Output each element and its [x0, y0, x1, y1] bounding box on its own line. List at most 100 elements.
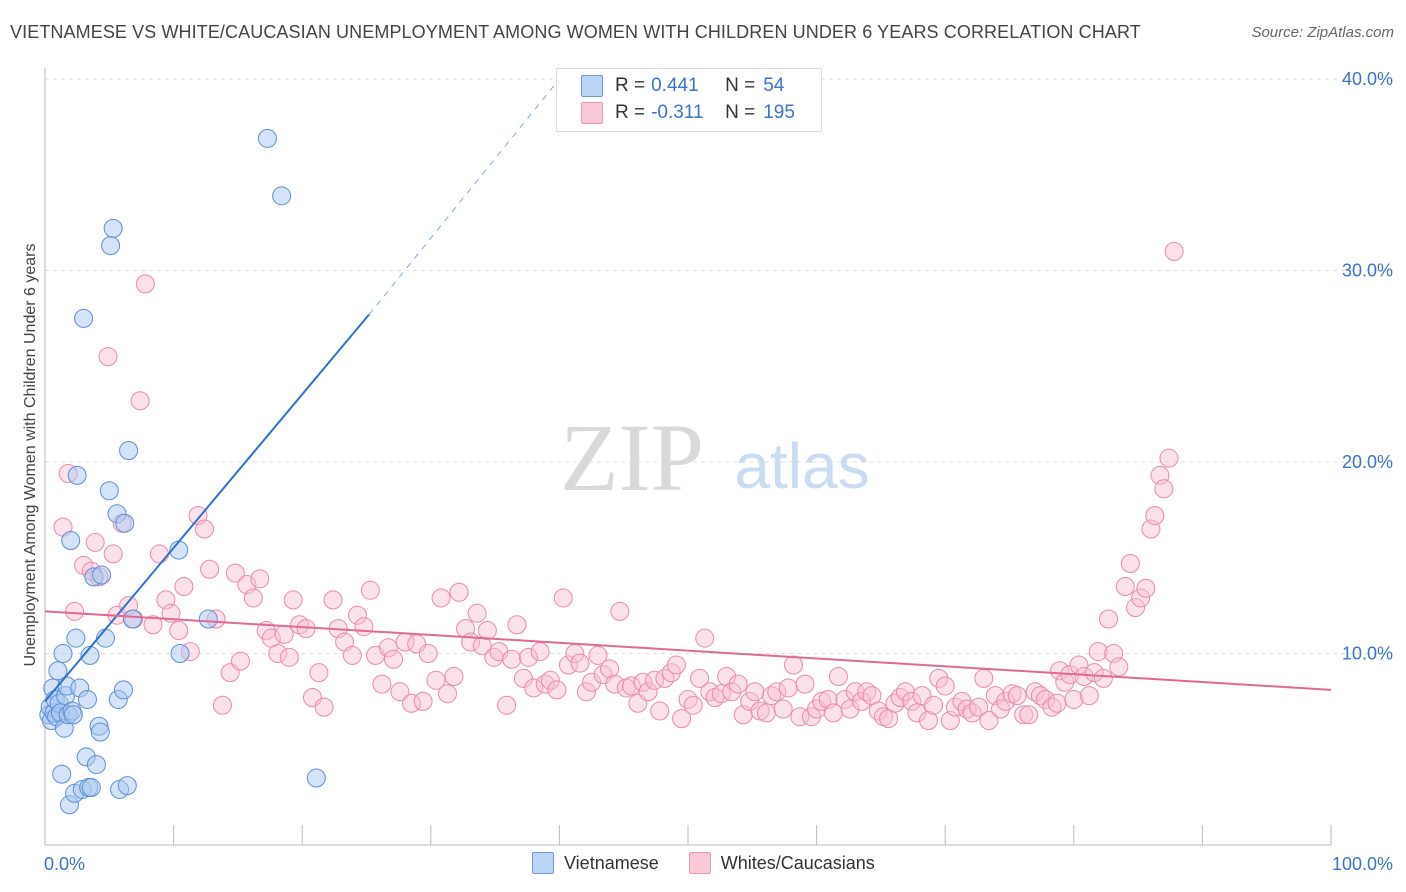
data-point-whites — [426, 670, 446, 690]
data-point-whites — [413, 691, 433, 711]
data-point-whites — [402, 693, 422, 713]
data-point-whites — [852, 691, 872, 711]
data-point-whites — [530, 642, 550, 662]
data-point-whites — [1126, 598, 1146, 618]
trend-lines — [44, 78, 1332, 703]
data-point-whites — [790, 707, 810, 727]
data-point-vietnamese — [90, 722, 110, 742]
data-point-whites — [1136, 578, 1156, 598]
data-point-whites — [700, 682, 720, 702]
data-point-whites — [1007, 686, 1027, 706]
legend-r-label: R = — [615, 75, 646, 96]
data-point-whites — [274, 624, 294, 644]
data-point-whites — [1145, 506, 1165, 526]
data-point-whites — [472, 636, 492, 656]
y-tick-label: 40.0% — [1342, 69, 1393, 89]
data-point-whites — [795, 674, 815, 694]
legend-row-vietnamese: R = 0.441 N = 54 — [581, 73, 784, 99]
data-point-whites — [200, 559, 220, 579]
data-point-whites — [974, 668, 994, 688]
data-point-whites — [507, 615, 527, 635]
data-point-vietnamese — [101, 236, 121, 256]
axes — [44, 68, 1332, 846]
data-point-whites — [996, 691, 1016, 711]
data-point-whites — [902, 691, 922, 711]
watermark: ZIP atlas — [560, 404, 870, 511]
data-point-whites — [695, 628, 715, 648]
legend-swatch-pink — [581, 102, 603, 124]
data-point-whites — [1025, 682, 1045, 702]
data-point-whites — [605, 674, 625, 694]
data-point-whites — [230, 651, 250, 671]
data-point-vietnamese — [117, 776, 137, 796]
data-point-whites — [828, 666, 848, 686]
data-point-whites — [1047, 693, 1067, 713]
data-point-whites — [621, 676, 641, 696]
data-point-whites — [103, 544, 123, 564]
data-point-whites — [431, 588, 451, 608]
data-point-whites — [1115, 576, 1135, 596]
data-point-whites — [378, 638, 398, 658]
data-point-whites — [783, 655, 803, 675]
data-point-whites — [767, 682, 787, 702]
data-point-whites — [194, 519, 214, 539]
data-point-whites — [1120, 553, 1140, 573]
data-point-whites — [547, 680, 567, 700]
data-point-whites — [372, 674, 392, 694]
data-point-vietnamese — [63, 705, 83, 725]
data-point-whites — [360, 580, 380, 600]
data-point-vietnamese — [115, 513, 135, 533]
data-point-whites — [840, 699, 860, 719]
data-point-whites — [558, 655, 578, 675]
data-point-whites — [524, 678, 544, 698]
legend-n-label: N = — [725, 75, 756, 96]
data-point-whites — [924, 695, 944, 715]
data-point-whites — [535, 674, 555, 694]
data-point-whites — [762, 686, 782, 706]
data-point-whites — [979, 711, 999, 731]
data-point-whites — [169, 621, 189, 641]
data-point-whites — [135, 274, 155, 294]
data-point-whites — [756, 703, 776, 723]
data-point-vietnamese — [66, 628, 86, 648]
data-point-vietnamese — [306, 768, 326, 788]
legend-n-label: N = — [725, 102, 756, 123]
data-point-whites — [309, 663, 329, 683]
data-point-whites — [98, 347, 118, 367]
data-point-whites — [279, 647, 299, 667]
data-point-vietnamese — [61, 531, 81, 551]
data-point-whites — [835, 689, 855, 709]
data-point-whites — [1074, 666, 1094, 686]
trend-line-vietnamese — [44, 313, 370, 703]
data-point-whites — [314, 697, 334, 717]
data-point-whites — [1084, 663, 1104, 683]
data-point-whites — [225, 563, 245, 583]
data-point-whites — [778, 678, 798, 698]
data-point-whites — [444, 666, 464, 686]
data-point-vietnamese — [113, 680, 133, 700]
data-point-vietnamese — [67, 465, 87, 485]
data-point-whites — [1019, 705, 1039, 725]
data-point-whites — [582, 672, 602, 692]
trend-line-vietnamese-extension — [368, 78, 560, 315]
legend-swatch-blue — [581, 75, 603, 97]
correlation-legend: R = 0.441 N = 54 R = -0.311 N = 195 — [556, 68, 822, 132]
watermark-zip: ZIP — [560, 404, 704, 511]
data-point-vietnamese — [74, 308, 94, 328]
data-point-whites — [1164, 241, 1184, 261]
data-point-whites — [553, 588, 573, 608]
data-point-whites — [342, 645, 362, 665]
data-point-whites — [283, 590, 303, 610]
y-tick-label: 10.0% — [1342, 644, 1393, 664]
data-point-whites — [540, 670, 560, 690]
data-point-whites — [212, 695, 232, 715]
data-point-vietnamese — [52, 764, 72, 784]
data-point-whites — [1109, 657, 1129, 677]
data-point-whites — [745, 682, 765, 702]
data-point-whites — [750, 701, 770, 721]
data-point-whites — [1050, 661, 1070, 681]
legend-r-value: -0.311 — [651, 102, 704, 123]
data-point-whites — [576, 682, 596, 702]
data-point-whites — [773, 699, 793, 719]
x-tick-label: 100.0% — [1332, 854, 1393, 874]
